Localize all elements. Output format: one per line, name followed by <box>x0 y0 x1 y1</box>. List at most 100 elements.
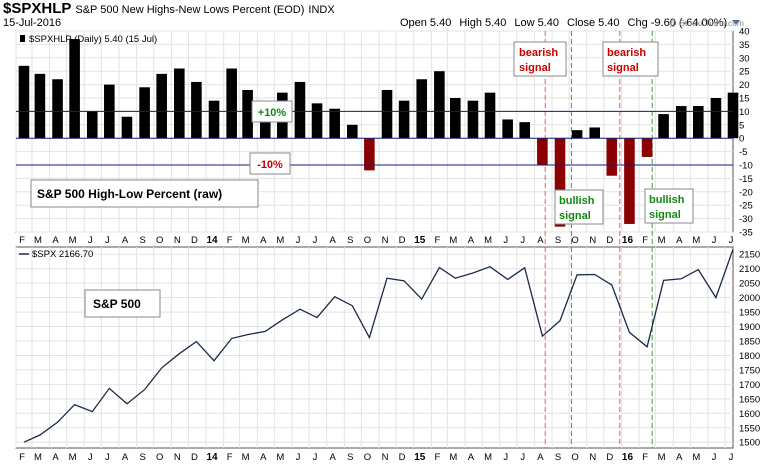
spx-x-tick: J <box>503 452 508 463</box>
spx-x-tick: M <box>69 452 77 463</box>
spx-x-tick: 14 <box>206 452 218 463</box>
hl-x-tick: J <box>88 235 93 246</box>
hl-x-tick: A <box>537 235 544 246</box>
hl-x-tick: 16 <box>622 235 634 246</box>
spx-y-tick: 1800 <box>739 351 760 362</box>
spx-x-tick: J <box>296 452 301 463</box>
spx-y-tick: 2100 <box>739 264 760 275</box>
hl-bar <box>398 100 410 139</box>
hl-x-tick: J <box>729 235 734 246</box>
spx-x-tick: N <box>382 452 389 463</box>
hl-x-tick: J <box>296 235 301 246</box>
hl-bar <box>208 100 220 139</box>
spx-y-tick: 1900 <box>739 322 760 333</box>
hl-x-tick: M <box>692 235 700 246</box>
hl-bar <box>226 68 237 139</box>
spx-x-tick: A <box>260 452 267 463</box>
hl-x-tick: D <box>399 235 406 246</box>
hl-bar <box>537 138 548 165</box>
spx-y-tick: 1500 <box>739 438 760 449</box>
spx-x-tick: O <box>364 452 371 463</box>
hl-x-tick: O <box>571 235 578 246</box>
bullish-signal-box-1: bullish signal <box>554 189 604 225</box>
spx-x-tick: F <box>642 452 648 463</box>
header-description: S&P 500 New Highs-New Lows Percent (EOD) <box>75 4 304 16</box>
spx-x-tick: M <box>484 452 492 463</box>
bearish-signal-box-2: bearish signal <box>602 41 659 77</box>
header-symbol: $SPXHLP <box>3 0 71 17</box>
hl-x-tick: J <box>520 235 525 246</box>
hl-x-tick: M <box>242 235 250 246</box>
hl-x-tick: N <box>382 235 389 246</box>
hl-x-tick: 15 <box>414 235 426 246</box>
chg-label: Chg <box>628 17 648 29</box>
hl-x-tick: M <box>34 235 42 246</box>
hl-bar <box>502 119 513 139</box>
header-exchange: INDX <box>308 4 335 16</box>
bearish2-line2: signal <box>607 62 639 74</box>
reference-lines <box>16 110 733 166</box>
hl-bar <box>311 103 323 139</box>
hl-bar <box>641 138 653 157</box>
signal-lines <box>544 31 653 448</box>
spx-x-tick: D <box>191 452 198 463</box>
spx-title-box: S&P 500 <box>84 289 161 318</box>
hl-bar <box>18 65 30 139</box>
hl-y-tick: -25 <box>739 201 753 212</box>
hl-bar <box>347 124 358 139</box>
hl-x-tick: J <box>105 235 110 246</box>
hl-x-tick: A <box>676 235 683 246</box>
hl-bar <box>624 138 635 224</box>
spx-x-tick: J <box>712 452 717 463</box>
spx-x-tick: F <box>19 452 25 463</box>
spx-y-tick: 2150 <box>739 250 760 261</box>
hl-bar <box>139 87 150 139</box>
hl-x-tick: 14 <box>206 235 218 246</box>
hl-bar <box>364 138 375 171</box>
hl-bar <box>174 68 185 139</box>
hl-legend-swatch <box>20 35 25 42</box>
hl-x-tick: D <box>606 235 613 246</box>
spx-x-tick: J <box>313 452 318 463</box>
spx-x-tick: J <box>520 452 525 463</box>
hl-bar <box>675 106 687 139</box>
hl-y-tick: 15 <box>739 94 750 105</box>
hl-y-tick: 30 <box>739 53 750 64</box>
hl-bar <box>710 98 722 139</box>
header-ohlc: Open 5.40 High 5.40 Low 5.40 Close 5.40 Chg -9.60… <box>400 17 727 29</box>
spx-x-tick: A <box>468 452 475 463</box>
spx-x-tick: A <box>52 452 59 463</box>
spx-x-tick: A <box>537 452 544 463</box>
hl-x-tick: J <box>712 235 717 246</box>
hl-bar <box>191 81 202 139</box>
hl-y-tick: 5 <box>739 120 744 131</box>
spx-x-tick: M <box>692 452 700 463</box>
spx-panel-frame <box>15 246 734 449</box>
hl-bar <box>156 73 167 139</box>
spx-price-line <box>23 249 734 443</box>
plus10-box: +10% <box>251 100 293 123</box>
spx-x-tick: M <box>34 452 42 463</box>
hl-x-tick: A <box>260 235 267 246</box>
spx-x-tick: F <box>434 452 440 463</box>
hl-x-tick: S <box>347 235 353 246</box>
bullish1-line1: bullish <box>559 195 595 207</box>
hl-x-tick: J <box>313 235 318 246</box>
hl-y-ticks: 40 35 30 25 20 15 10 5 0 -5 -10 -15 -20 -25 -30 -35 <box>739 27 753 239</box>
hl-y-tick: -20 <box>739 187 753 198</box>
hl-y-tick: -35 <box>739 228 753 239</box>
chevron-down-icon[interactable] <box>732 20 740 25</box>
hl-x-ticks: F M A M J J A S O N D 14 F M A M J J A S O N D 15 F M A M J J A S O N D 16 F… <box>19 235 734 246</box>
spx-x-tick: J <box>729 452 734 463</box>
spx-x-tick: J <box>88 452 93 463</box>
minus10-label: -10% <box>257 159 283 171</box>
spx-x-tick: S <box>555 452 561 463</box>
hl-x-tick: M <box>69 235 77 246</box>
spx-y-ticks: 2150 2100 2050 2000 1950 1900 1850 1800 1750 1700… <box>739 250 760 449</box>
hl-x-tick: S <box>139 235 145 246</box>
hl-y-tick: -15 <box>739 174 753 185</box>
spx-x-tick: A <box>676 452 683 463</box>
spx-y-tick: 2000 <box>739 293 760 304</box>
